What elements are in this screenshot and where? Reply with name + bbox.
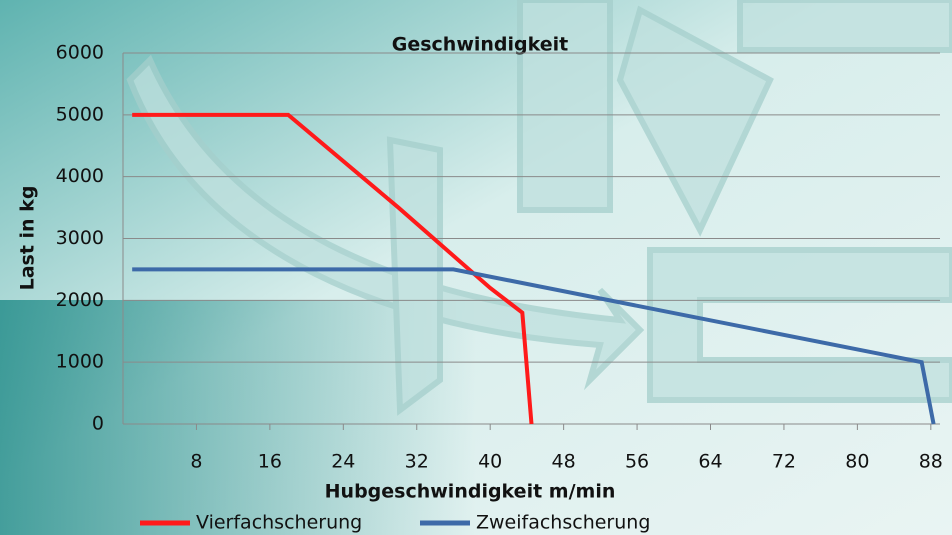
x-tick-label: 80: [845, 451, 869, 473]
x-tick-label: 64: [698, 451, 722, 473]
chart-title: Geschwindigkeit: [392, 34, 569, 56]
y-tick-label: 4000: [56, 165, 104, 187]
y-tick-label: 6000: [56, 42, 104, 64]
chart: Geschwindigkeit Hubgeschwindigkeit m/min…: [0, 0, 952, 535]
x-tick-label: 40: [478, 451, 502, 473]
y-axis-label: Last in kg: [17, 186, 39, 291]
x-tick-label: 56: [625, 451, 649, 473]
x-tick-label: 8: [190, 451, 202, 473]
x-tick-label: 88: [919, 451, 943, 473]
legend-label: Vierfachscherung: [196, 512, 362, 534]
y-tick-label: 5000: [56, 103, 104, 125]
x-tick-label: 32: [405, 451, 429, 473]
legend-label: Zweifachscherung: [476, 512, 650, 534]
y-tick-label: 0: [92, 413, 104, 435]
x-axis-label: Hubgeschwindigkeit m/min: [325, 481, 616, 503]
x-tick-label: 16: [258, 451, 282, 473]
x-tick-label: 72: [772, 451, 796, 473]
x-tick-label: 24: [331, 451, 355, 473]
y-tick-label: 2000: [56, 289, 104, 311]
y-tick-label: 1000: [56, 351, 104, 373]
y-tick-label: 3000: [56, 227, 104, 249]
x-tick-label: 48: [552, 451, 576, 473]
